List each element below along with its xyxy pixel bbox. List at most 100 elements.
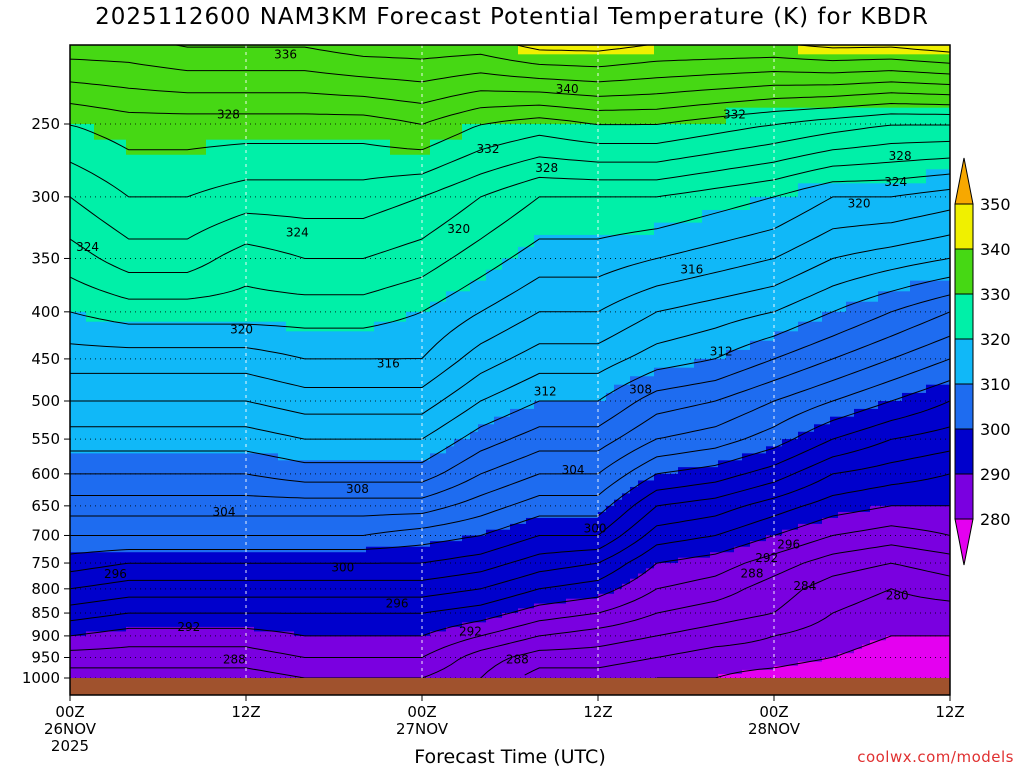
field-cell — [166, 588, 175, 595]
field-cell — [238, 408, 247, 418]
field-cell — [430, 269, 439, 282]
field-cell — [518, 557, 527, 564]
field-cell — [286, 376, 295, 386]
field-cell — [134, 603, 143, 609]
field-cell — [518, 511, 527, 519]
field-cell — [446, 54, 455, 74]
field-cell — [102, 486, 111, 494]
field-cell — [78, 568, 87, 575]
field-cell — [430, 661, 439, 667]
field-cell — [382, 669, 391, 675]
field-cell — [462, 258, 471, 271]
field-cell — [190, 424, 199, 433]
field-cell — [382, 673, 391, 678]
field-cell — [254, 517, 263, 525]
field-cell — [246, 480, 255, 488]
field-cell — [118, 331, 127, 342]
field-cell — [142, 593, 151, 600]
field-cell — [470, 588, 479, 595]
field-cell — [342, 626, 351, 633]
field-cell — [286, 480, 295, 488]
field-cell — [270, 499, 279, 507]
field-cell — [270, 622, 279, 628]
field-cell — [206, 107, 215, 125]
field-cell — [230, 90, 239, 109]
field-cell — [126, 529, 135, 537]
field-cell — [126, 183, 135, 198]
field-cell — [518, 661, 527, 667]
field-cell — [406, 209, 415, 224]
field-cell — [566, 340, 575, 351]
field-cell — [206, 523, 215, 531]
field-cell — [422, 376, 431, 386]
field-cell — [566, 139, 575, 156]
field-cell — [86, 511, 95, 519]
field-cell — [70, 517, 79, 525]
field-cell — [70, 635, 79, 641]
field-cell — [550, 499, 559, 507]
field-cell — [550, 183, 559, 198]
field-cell — [374, 598, 383, 605]
field-cell — [438, 401, 447, 410]
field-cell — [134, 222, 143, 236]
field-cell — [294, 552, 303, 559]
field-cell — [70, 473, 79, 482]
field-cell — [238, 529, 247, 537]
field-cell — [502, 416, 511, 425]
field-cell — [438, 453, 447, 461]
field-cell — [518, 640, 527, 646]
field-cell — [558, 246, 567, 260]
field-cell — [222, 291, 231, 303]
field-cell — [350, 557, 359, 564]
field-cell — [534, 467, 543, 475]
field-cell — [190, 301, 199, 313]
field-cell — [174, 291, 183, 303]
field-cell — [326, 631, 335, 637]
field-cell — [214, 453, 223, 461]
field-cell — [102, 45, 111, 55]
field-cell — [110, 546, 119, 553]
field-cell — [470, 573, 479, 580]
field-cell — [374, 635, 383, 641]
field-cell — [294, 209, 303, 224]
field-cell — [334, 669, 343, 675]
field-cell — [166, 653, 175, 659]
field-cell — [350, 635, 359, 641]
field-cell — [542, 124, 551, 141]
field-cell — [430, 669, 439, 675]
field-cell — [310, 340, 319, 351]
field-cell — [494, 631, 503, 637]
field-cell — [118, 573, 127, 580]
field-cell — [246, 209, 255, 224]
field-cell — [350, 573, 359, 580]
field-cell — [358, 460, 367, 468]
field-cell — [230, 578, 239, 585]
field-cell — [478, 523, 487, 531]
field-cell — [470, 154, 479, 170]
field-cell — [158, 626, 167, 633]
field-cell — [102, 408, 111, 418]
field-cell — [118, 234, 127, 248]
field-cell — [406, 246, 415, 260]
field-cell — [206, 234, 215, 248]
field-cell — [358, 635, 367, 641]
field-cell — [374, 331, 383, 342]
field-cell — [438, 183, 447, 198]
field-cell — [206, 603, 215, 609]
field-cell — [430, 392, 439, 402]
field-cell — [238, 291, 247, 303]
field-cell — [134, 340, 143, 351]
field-cell — [158, 431, 167, 440]
field-cell — [486, 183, 495, 198]
field-cell — [406, 234, 415, 248]
field-cell — [350, 486, 359, 494]
field-cell — [238, 505, 247, 513]
field-cell — [390, 124, 399, 141]
field-cell — [366, 376, 375, 386]
field-cell — [214, 460, 223, 468]
field-cell — [502, 280, 511, 292]
field-cell — [502, 209, 511, 224]
field-cell — [534, 349, 543, 360]
field-cell — [94, 439, 103, 447]
field-cell — [558, 124, 567, 141]
